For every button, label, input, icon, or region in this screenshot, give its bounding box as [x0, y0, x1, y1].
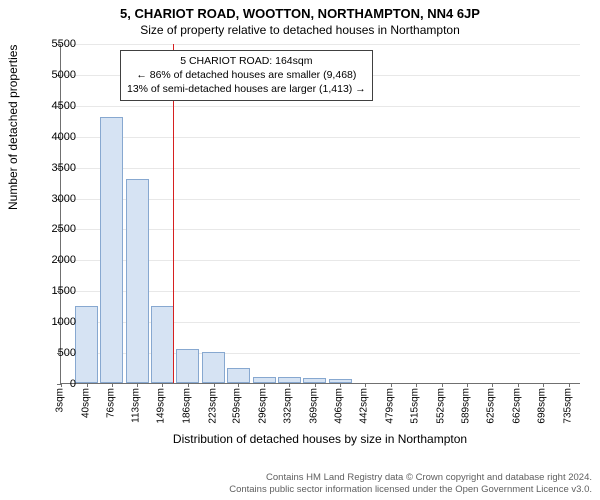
histogram-bar: [227, 368, 250, 383]
ytick-label: 3500: [36, 162, 76, 174]
ytick-label: 5000: [36, 69, 76, 81]
footer-line: Contains HM Land Registry data © Crown c…: [229, 472, 592, 484]
xtick-label: 369sqm: [308, 388, 319, 424]
xtick-mark: [365, 383, 366, 387]
xtick-label: 186sqm: [181, 388, 192, 424]
gridline: [61, 106, 580, 107]
histogram-chart: 3sqm40sqm76sqm113sqm149sqm186sqm223sqm25…: [60, 44, 580, 424]
xtick-mark: [416, 383, 417, 387]
xtick-mark: [391, 383, 392, 387]
xtick-mark: [518, 383, 519, 387]
xtick-mark: [264, 383, 265, 387]
xtick-mark: [543, 383, 544, 387]
xtick-mark: [467, 383, 468, 387]
xtick-label: 223sqm: [207, 388, 218, 424]
page-subtitle: Size of property relative to detached ho…: [0, 21, 600, 37]
gridline: [61, 137, 580, 138]
xtick-label: 40sqm: [80, 388, 91, 418]
ytick-label: 5500: [36, 38, 76, 50]
ytick-label: 4000: [36, 131, 76, 143]
xtick-label: 296sqm: [258, 388, 269, 424]
xtick-mark: [214, 383, 215, 387]
xtick-label: 479sqm: [385, 388, 396, 424]
histogram-bar: [75, 306, 98, 383]
gridline: [61, 168, 580, 169]
annotation-line: 13% of semi-detached houses are larger (…: [127, 82, 366, 96]
ytick-label: 3000: [36, 193, 76, 205]
ytick-label: 2500: [36, 223, 76, 235]
xtick-mark: [188, 383, 189, 387]
xtick-label: 625sqm: [486, 388, 497, 424]
xtick-mark: [162, 383, 163, 387]
annotation-line: ← 86% of detached houses are smaller (9,…: [127, 68, 366, 82]
xtick-label: 589sqm: [461, 388, 472, 424]
xtick-label: 332sqm: [283, 388, 294, 424]
xtick-mark: [87, 383, 88, 387]
xtick-mark: [112, 383, 113, 387]
y-axis-label: Number of detached properties: [6, 45, 20, 210]
xtick-mark: [492, 383, 493, 387]
footer-attribution: Contains HM Land Registry data © Crown c…: [229, 472, 592, 496]
ytick-label: 1000: [36, 316, 76, 328]
xtick-label: 552sqm: [435, 388, 446, 424]
xtick-mark: [569, 383, 570, 387]
xtick-label: 3sqm: [55, 388, 66, 412]
histogram-bar: [100, 117, 123, 383]
xtick-label: 442sqm: [359, 388, 370, 424]
annotation-box: 5 CHARIOT ROAD: 164sqm← 86% of detached …: [120, 50, 373, 101]
xtick-mark: [340, 383, 341, 387]
histogram-bar: [126, 179, 149, 383]
histogram-bar: [151, 306, 174, 383]
xtick-mark: [315, 383, 316, 387]
ytick-label: 500: [36, 347, 76, 359]
xtick-label: 76sqm: [105, 388, 116, 418]
xtick-mark: [238, 383, 239, 387]
histogram-bar: [202, 352, 225, 383]
xtick-label: 735sqm: [562, 388, 573, 424]
annotation-line: 5 CHARIOT ROAD: 164sqm: [127, 54, 366, 68]
xtick-label: 406sqm: [334, 388, 345, 424]
histogram-bar: [176, 349, 199, 383]
ytick-label: 2000: [36, 254, 76, 266]
gridline: [61, 44, 580, 45]
xtick-mark: [442, 383, 443, 387]
xtick-label: 698sqm: [536, 388, 547, 424]
xtick-label: 259sqm: [232, 388, 243, 424]
xtick-mark: [137, 383, 138, 387]
x-axis-label: Distribution of detached houses by size …: [60, 432, 580, 446]
xtick-label: 662sqm: [511, 388, 522, 424]
xtick-label: 113sqm: [131, 388, 142, 423]
xtick-mark: [289, 383, 290, 387]
xtick-label: 515sqm: [409, 388, 420, 424]
xtick-label: 149sqm: [156, 388, 167, 424]
ytick-label: 0: [36, 378, 76, 390]
ytick-label: 4500: [36, 100, 76, 112]
footer-line: Contains public sector information licen…: [229, 484, 592, 496]
ytick-label: 1500: [36, 285, 76, 297]
page-title: 5, CHARIOT ROAD, WOOTTON, NORTHAMPTON, N…: [0, 0, 600, 21]
